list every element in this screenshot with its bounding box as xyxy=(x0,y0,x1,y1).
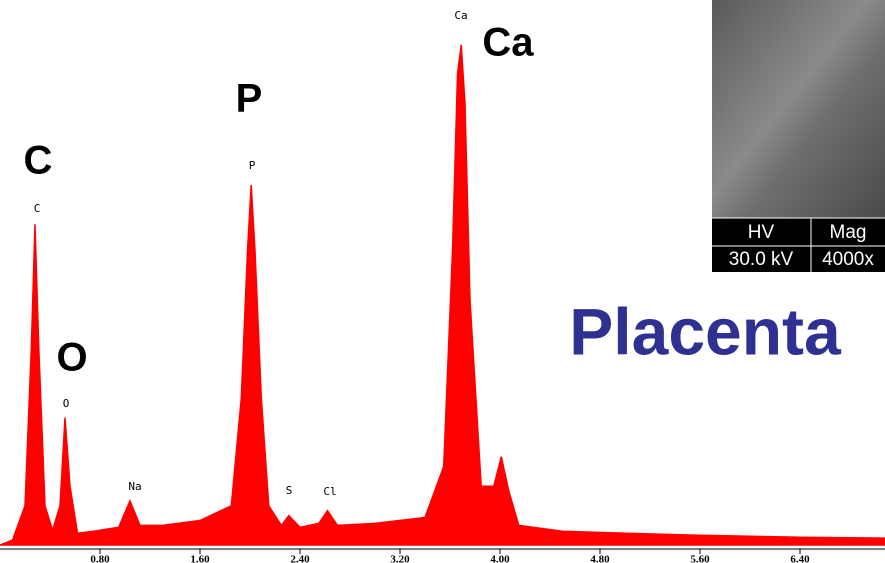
peak-label: Cl xyxy=(323,485,336,498)
sem-inset: HV Mag 30.0 kV 4000x xyxy=(712,0,885,272)
sem-info-bar xyxy=(712,218,885,272)
element-label: C xyxy=(24,139,53,183)
x-tick-label: 6.40 xyxy=(790,554,810,563)
peak-label: C xyxy=(34,202,41,215)
x-tick-label: 0.80 xyxy=(90,554,110,563)
spectrum xyxy=(0,44,885,546)
chart-title: Placenta xyxy=(569,294,842,368)
x-tick-label: 4.00 xyxy=(490,554,510,563)
peak-label: Ca xyxy=(454,9,467,22)
peak-label: P xyxy=(249,159,256,172)
sem-image xyxy=(712,0,885,218)
x-tick-label: 5.60 xyxy=(690,554,710,563)
mag-value: 4000x xyxy=(822,249,874,270)
peak-label: Na xyxy=(128,480,141,493)
hv-label: HV xyxy=(748,222,775,243)
peak-label: S xyxy=(286,484,293,497)
x-tick-label: 3.20 xyxy=(390,554,410,563)
element-label: P xyxy=(236,77,263,121)
x-tick-label: 4.80 xyxy=(590,554,610,563)
x-tick-label: 2.40 xyxy=(290,554,310,563)
hv-value: 30.0 kV xyxy=(729,249,794,270)
peak-label: O xyxy=(63,397,70,410)
x-tick-label: 1.60 xyxy=(190,554,210,563)
element-label: Ca xyxy=(482,21,534,65)
mag-label: Mag xyxy=(830,222,867,243)
element-label: O xyxy=(56,336,87,380)
